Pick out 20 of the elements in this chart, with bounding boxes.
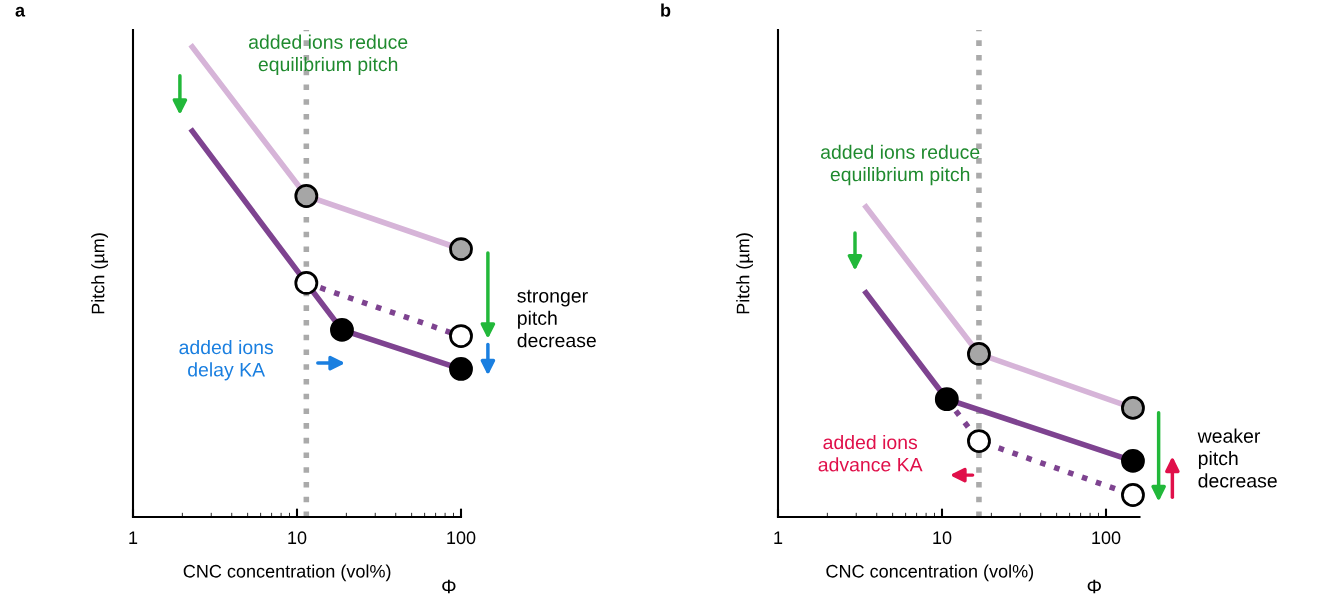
annotation: added ions reduce equilibrium pitch xyxy=(248,34,408,76)
text: stronger pitch decrease xyxy=(517,289,596,348)
y-axis-title: Pitch (µm) xyxy=(736,233,753,314)
x-tick-label: 10 xyxy=(288,531,307,545)
text: added ions reduce equilibrium pitch xyxy=(821,144,980,186)
annotation: added ions delay KA xyxy=(179,339,274,381)
y-axis-title: Pitch (µm) xyxy=(91,233,108,314)
text: Φ xyxy=(1087,579,1101,594)
x-tick-label: 100 xyxy=(447,531,476,545)
annotation: added ions advance KA xyxy=(818,434,923,472)
x-tick-label: 1 xyxy=(774,531,783,544)
chart-title: b xyxy=(661,3,671,17)
x-tick-label: 10 xyxy=(933,531,952,545)
x-tick-label: 100 xyxy=(1092,531,1121,545)
text: weaker pitch decrease xyxy=(1197,428,1277,488)
chart-title: a xyxy=(15,6,26,17)
text: Φ xyxy=(442,579,456,594)
x-axis-title: CNC concentration (vol%) xyxy=(826,564,1034,582)
x-tick-label: 1 xyxy=(129,531,138,544)
x-axis-title: CNC concentration (vol%) xyxy=(183,564,391,582)
